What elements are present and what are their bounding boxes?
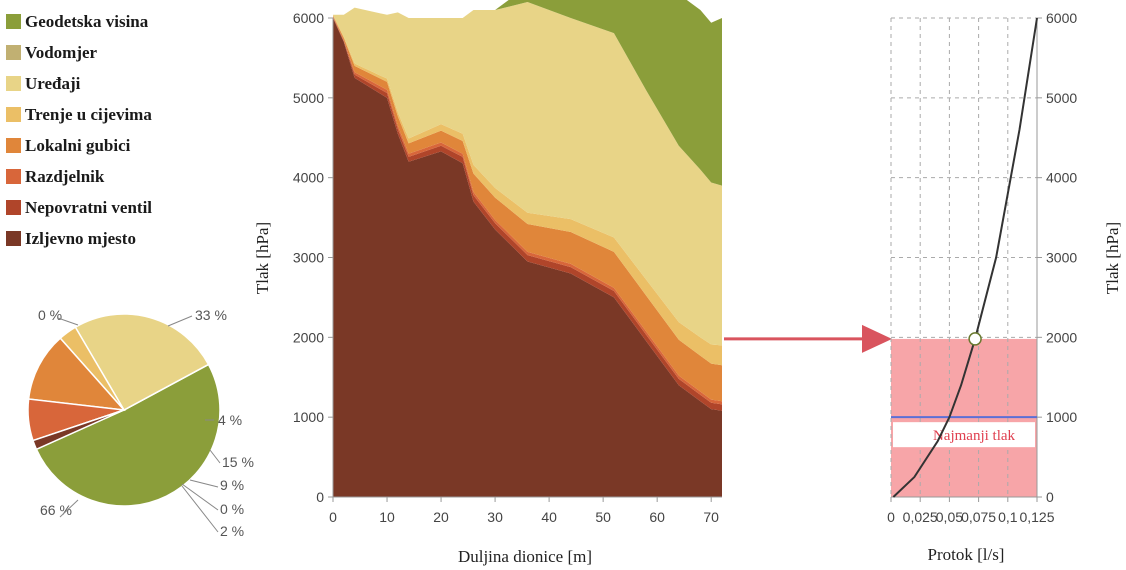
line-x-tick-label: 0,05 <box>936 509 963 525</box>
area-y-tick-label: 2000 <box>293 329 324 345</box>
operating-point <box>968 332 982 346</box>
pie-slice-label: 0 % <box>38 307 62 323</box>
area-y-tick-label: 1000 <box>293 409 324 425</box>
area-y-tick-label: 4000 <box>293 170 324 186</box>
line-x-tick-label: 0,075 <box>961 509 996 525</box>
legend-label: Izljevno mjesto <box>25 228 136 248</box>
legend-label: Razdjelnik <box>25 166 105 186</box>
line-x-tick-label: 0,1 <box>998 509 1018 525</box>
line-y-tick-label: 0 <box>1046 489 1054 505</box>
pie-slice-label: 0 % <box>220 501 244 517</box>
area-x-tick-label: 60 <box>649 509 665 525</box>
legend-label: Nepovratni ventil <box>25 197 153 217</box>
arrow-shape <box>724 324 892 353</box>
line-y-tick-label: 5000 <box>1046 90 1077 106</box>
legend-swatch <box>6 76 21 91</box>
legend-item: Geodetska visina <box>6 6 152 37</box>
line-x-tick-label: 0 <box>887 509 895 525</box>
pie-leader-line <box>189 479 219 488</box>
legend-item: Razdjelnik <box>6 161 152 192</box>
pie-slice-label: 4 % <box>218 412 242 428</box>
pie-slice-label: 9 % <box>220 477 244 493</box>
line-y-tick-label: 6000 <box>1046 10 1077 26</box>
pie-leader-line <box>181 485 219 533</box>
area-x-axis-label: Duljina dionice [m] <box>458 547 592 566</box>
legend-label: Geodetska visina <box>25 11 149 31</box>
pie-leader-line <box>59 499 79 518</box>
area-y-tick-label: 3000 <box>293 250 324 266</box>
legend-swatch <box>6 138 21 153</box>
legend-item: Lokalni gubici <box>6 130 152 161</box>
area-y-tick-label: 0 <box>316 489 324 505</box>
line-y-axis-label: Tlak [hPa] <box>1103 222 1122 294</box>
pie-chart: 66 % 0 % 33 % 4 % 15 % 9 % 0 % 2 % <box>27 307 254 539</box>
area-y-tick-label: 5000 <box>293 90 324 106</box>
area-x-tick-label: 10 <box>379 509 395 525</box>
legend-swatch <box>6 169 21 184</box>
line-y-tick-label: 2000 <box>1046 329 1077 345</box>
pie-slice-label: 2 % <box>220 523 244 539</box>
legend-label: Trenje u cijevima <box>25 104 152 124</box>
area-x-tick-label: 50 <box>595 509 611 525</box>
area-series-4 <box>333 14 722 366</box>
legend-label: Lokalni gubici <box>25 135 131 155</box>
min-pressure-label-bg <box>893 422 1035 448</box>
legend-label: Vodomjer <box>25 42 98 62</box>
pie-leader-line <box>167 315 193 327</box>
legend-item: Trenje u cijevima <box>6 99 152 130</box>
area-x-tick-label: 30 <box>487 509 503 525</box>
pie-leader-line <box>57 317 79 326</box>
arrow-head <box>862 324 892 353</box>
legend-label: Uređaji <box>25 73 81 93</box>
pie-leader-line <box>209 449 221 464</box>
pie-slice-label: 15 % <box>222 454 254 470</box>
area-x-tick-label: 20 <box>433 509 449 525</box>
pie-leader-line <box>181 483 219 511</box>
line-x-tick-label: 0,025 <box>903 509 938 525</box>
legend-item: Izljevno mjesto <box>6 223 152 254</box>
area-y-tick-label: 6000 <box>293 10 324 26</box>
legend-swatch <box>6 45 21 60</box>
pie-slice <box>35 363 221 507</box>
area-x-tick-label: 70 <box>703 509 719 525</box>
min-pressure-label: Najmanji tlak <box>933 428 1016 444</box>
pie-slice <box>27 337 126 411</box>
area-chart: 0 1000 2000 3000 4000 5000 6000 0 10 20 30 40 50 60 70 <box>293 0 722 525</box>
pie-slice <box>32 409 125 451</box>
legend-swatch <box>6 107 21 122</box>
flow-pressure-curve <box>892 17 1038 498</box>
pie-slice-label: 33 % <box>195 307 227 323</box>
line-x-axis-label: Protok [l/s] <box>928 545 1005 564</box>
area-series-0 <box>333 18 722 497</box>
legend-item: Nepovratni ventil <box>6 192 152 223</box>
chart-legend: Geodetska visina Vodomjer Uređaji Trenje u … <box>6 6 152 254</box>
line-x-tick-label: 0,125 <box>1019 509 1054 525</box>
pie-slice <box>74 313 210 412</box>
legend-item: Uređaji <box>6 68 152 99</box>
line-y-tick-label: 1000 <box>1046 409 1077 425</box>
area-series-3 <box>333 15 722 402</box>
legend-swatch <box>6 14 21 29</box>
area-series-5 <box>333 2 722 346</box>
legend-item: Vodomjer <box>6 37 152 68</box>
line-y-tick-label: 4000 <box>1046 170 1077 186</box>
area-x-tick-label: 0 <box>329 509 337 525</box>
area-y-axis-label: Tlak [hPa] <box>253 222 272 294</box>
area-x-tick-label: 40 <box>541 509 557 525</box>
legend-swatch <box>6 231 21 246</box>
legend-swatch <box>6 200 21 215</box>
line-y-tick-label: 3000 <box>1046 250 1077 266</box>
pie-slice-label: 66 % <box>40 502 72 518</box>
area-series-7 <box>333 0 722 186</box>
